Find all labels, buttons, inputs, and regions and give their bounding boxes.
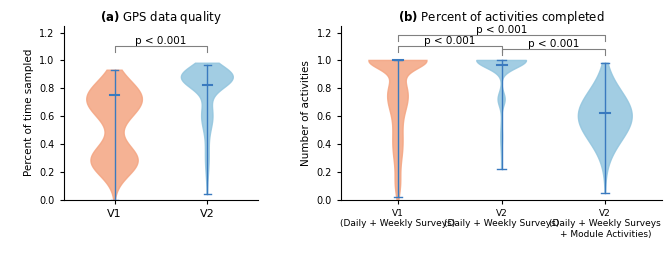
Text: p < 0.001: p < 0.001 xyxy=(528,39,579,49)
Y-axis label: Number of activities: Number of activities xyxy=(301,60,311,166)
Polygon shape xyxy=(87,70,142,200)
Title: $\bf{(b)}$ Percent of activities completed: $\bf{(b)}$ Percent of activities complet… xyxy=(398,9,605,26)
Text: p < 0.001: p < 0.001 xyxy=(135,36,187,46)
Y-axis label: Percent of time sampled: Percent of time sampled xyxy=(23,49,33,176)
Polygon shape xyxy=(181,63,233,194)
Polygon shape xyxy=(477,60,527,169)
Text: p < 0.001: p < 0.001 xyxy=(424,36,476,46)
Text: p < 0.001: p < 0.001 xyxy=(476,25,527,35)
Title: $\bf{(a)}$ GPS data quality: $\bf{(a)}$ GPS data quality xyxy=(100,9,222,26)
Polygon shape xyxy=(578,63,632,193)
Polygon shape xyxy=(369,60,427,200)
